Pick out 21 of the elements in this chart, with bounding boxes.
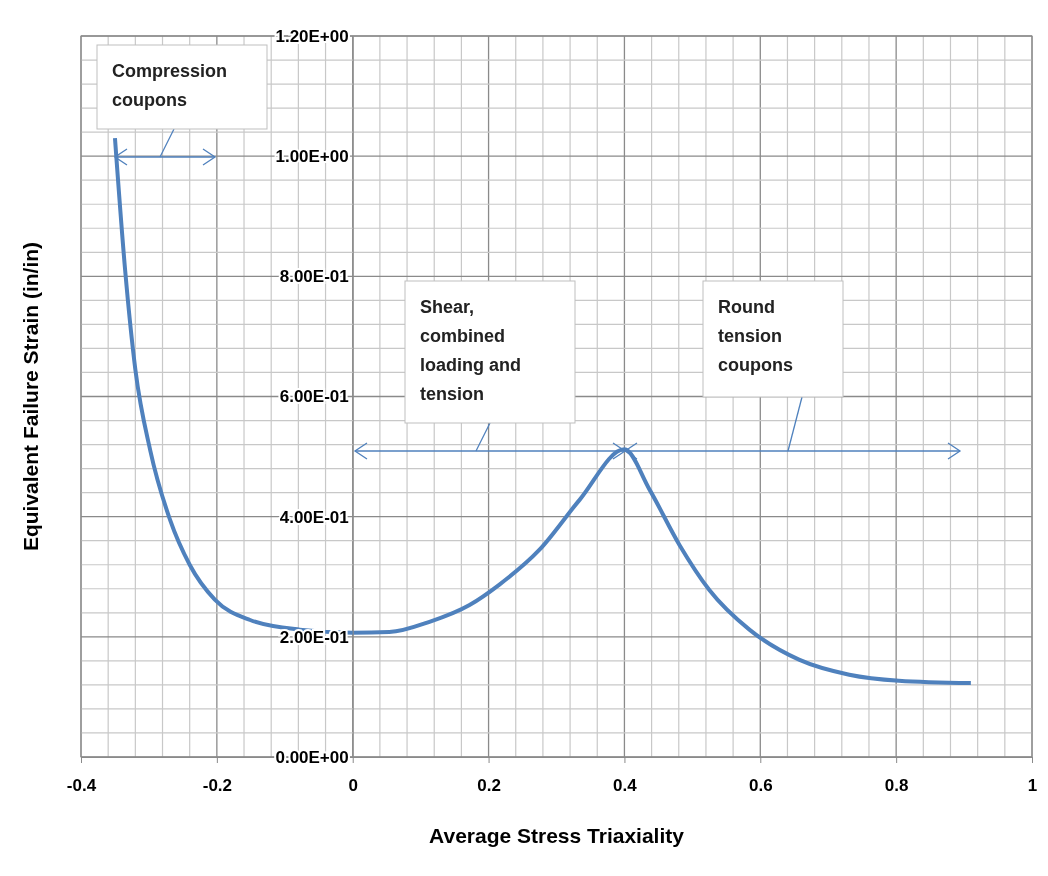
annotation: Shear, combined loading and tension bbox=[420, 297, 521, 404]
annotation: Compression coupons bbox=[112, 61, 228, 110]
y-tick-label: 4.00E-01 bbox=[279, 507, 349, 527]
y-tick-label: 1.20E+00 bbox=[275, 26, 349, 46]
x-tick-label: 0.8 bbox=[884, 776, 909, 796]
line-series bbox=[112, 136, 973, 686]
x-axis-title: Average Stress Triaxiality bbox=[429, 824, 685, 847]
y-axis-title: Equivalent Failure Strain (in/in) bbox=[19, 241, 42, 552]
x-tick-label: 0.4 bbox=[613, 776, 638, 796]
x-tick-label: 0.2 bbox=[477, 776, 501, 796]
y-tick-label: 1.00E+00 bbox=[275, 147, 349, 167]
x-tick-label: 1 bbox=[1027, 776, 1038, 796]
x-tick-label: -0.4 bbox=[66, 776, 97, 796]
x-tick-label: -0.2 bbox=[202, 776, 233, 796]
x-tick-label: 0 bbox=[348, 776, 358, 796]
annotation: Round tension coupons bbox=[718, 297, 793, 375]
y-tick-label: 6.00E-01 bbox=[279, 387, 349, 407]
y-tick-label: 0.00E+00 bbox=[275, 747, 349, 767]
y-tick-label: 2.00E-01 bbox=[279, 627, 349, 647]
y-tick-label: 8.00E-01 bbox=[279, 267, 349, 287]
x-tick-label: 0.6 bbox=[748, 776, 773, 796]
